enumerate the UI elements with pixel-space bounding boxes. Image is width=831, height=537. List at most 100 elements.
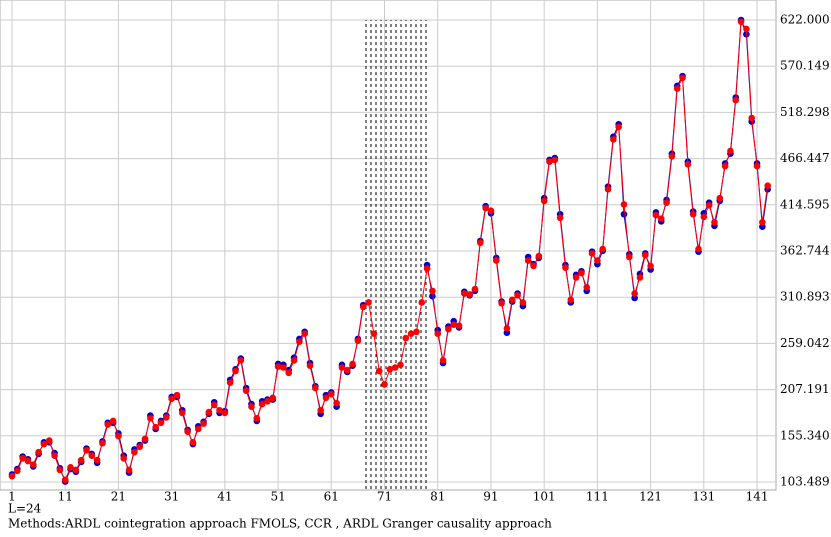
- data-point: [370, 330, 378, 337]
- data-point: [498, 300, 505, 307]
- x-tick-label: 81: [430, 490, 445, 504]
- data-point: [210, 401, 218, 409]
- y-tick-label: 259.042: [780, 336, 830, 350]
- data-point: [312, 384, 319, 392]
- data-point: [115, 432, 122, 440]
- y-tick-label: 103.489: [780, 475, 830, 489]
- data-point: [35, 448, 42, 456]
- data-point: [695, 245, 702, 253]
- data-point: [253, 414, 261, 422]
- y-tick-label: 414.595: [780, 197, 830, 211]
- data-point: [226, 379, 234, 386]
- x-tick-label: 101: [533, 490, 556, 504]
- data-point: [471, 285, 479, 293]
- data-point: [413, 328, 420, 336]
- data-point: [152, 423, 159, 431]
- data-point: [535, 252, 543, 260]
- data-point: [19, 455, 26, 462]
- data-point: [40, 440, 48, 448]
- data-point: [556, 214, 564, 222]
- data-point: [205, 408, 213, 416]
- highlight-band: [363, 20, 428, 490]
- data-point: [673, 85, 681, 92]
- data-point: [583, 284, 591, 291]
- data-point: [317, 406, 324, 414]
- data-point: [631, 290, 638, 297]
- data-point: [572, 274, 580, 281]
- x-tick-label: 1: [8, 490, 16, 504]
- data-point: [328, 390, 335, 398]
- data-point: [248, 403, 255, 410]
- data-point: [620, 210, 628, 218]
- data-point: [647, 262, 654, 270]
- data-point: [104, 421, 112, 428]
- data-point: [189, 439, 197, 446]
- data-point: [732, 96, 740, 104]
- y-tick-label: 570.149: [780, 59, 830, 73]
- data-point: [514, 292, 521, 299]
- y-tick-label: 622.000: [780, 13, 830, 27]
- data-point: [88, 452, 96, 460]
- data-point: [434, 330, 442, 337]
- data-point: [381, 381, 388, 388]
- data-point: [136, 443, 144, 451]
- data-point: [679, 74, 686, 82]
- data-point: [338, 364, 346, 371]
- data-point: [705, 202, 713, 209]
- data-point: [365, 299, 372, 306]
- data-point: [418, 299, 426, 306]
- data-point: [194, 425, 202, 433]
- data-point: [764, 182, 771, 190]
- data-point: [652, 211, 660, 219]
- data-point: [375, 367, 383, 375]
- data-point: [588, 250, 596, 257]
- data-point: [429, 287, 436, 295]
- annotation: Methods:ARDL cointegration approach FMOL…: [8, 517, 552, 531]
- data-point: [626, 253, 633, 261]
- data-point: [737, 18, 745, 26]
- data-point: [120, 455, 128, 462]
- data-point: [508, 296, 516, 304]
- data-point: [163, 414, 170, 421]
- data-point: [477, 239, 484, 247]
- data-point: [684, 161, 692, 168]
- x-tick-label: 11: [58, 490, 73, 504]
- data-point: [29, 461, 37, 468]
- x-tick-label: 41: [217, 490, 232, 504]
- data-point: [290, 357, 298, 364]
- data-point: [141, 435, 149, 443]
- data-point: [503, 324, 511, 332]
- data-point: [322, 394, 330, 402]
- data-point: [759, 218, 766, 226]
- data-point: [83, 447, 90, 454]
- data-point: [343, 366, 351, 374]
- data-point: [274, 363, 282, 370]
- data-point: [615, 123, 622, 131]
- data-point: [45, 437, 53, 444]
- data-point: [232, 367, 239, 375]
- data-point: [716, 194, 724, 202]
- data-point: [258, 400, 266, 408]
- data-point: [407, 330, 415, 337]
- data-point: [24, 457, 32, 465]
- data-point: [301, 330, 308, 337]
- data-point: [173, 391, 181, 399]
- data-point: [109, 417, 117, 425]
- data-point: [72, 466, 80, 474]
- data-point: [748, 114, 756, 122]
- data-point: [77, 456, 85, 464]
- data-point: [51, 452, 58, 460]
- data-point: [578, 269, 585, 277]
- data-point: [663, 199, 670, 206]
- data-point: [610, 136, 617, 143]
- data-point: [636, 274, 644, 281]
- data-point: [429, 292, 436, 300]
- data-point: [386, 365, 394, 373]
- data-point: [562, 264, 569, 272]
- data-point: [743, 25, 750, 33]
- data-point: [157, 419, 165, 427]
- data-point: [540, 197, 548, 205]
- data-point: [519, 299, 527, 306]
- data-point: [359, 303, 367, 311]
